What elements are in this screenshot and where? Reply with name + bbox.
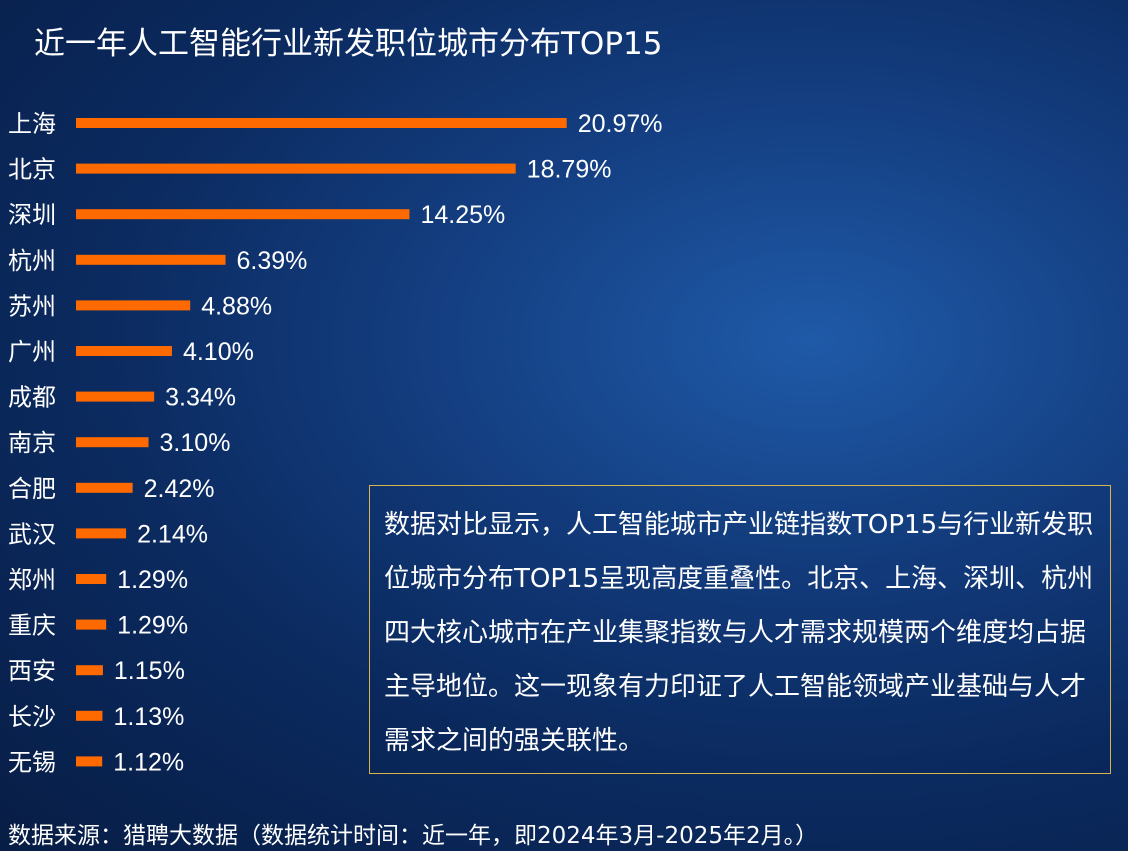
category-label: 深圳 — [8, 201, 56, 229]
category-label: 南京 — [8, 429, 56, 457]
data-label: 20.97% — [578, 110, 663, 138]
data-label: 18.79% — [527, 156, 612, 184]
data-label: 14.25% — [420, 201, 505, 229]
data-label: 2.42% — [144, 475, 215, 503]
category-label: 长沙 — [8, 703, 56, 731]
analysis-text: 数据对比显示，人工智能城市产业链指数TOP15与行业新发职位城市分布TOP15呈… — [384, 510, 1094, 756]
data-label: 1.15% — [114, 657, 185, 685]
data-label: 1.29% — [117, 566, 188, 594]
data-label: 1.12% — [113, 748, 184, 776]
bar — [76, 665, 103, 676]
data-label: 6.39% — [237, 247, 308, 275]
data-label: 3.10% — [160, 429, 231, 457]
category-label: 西安 — [8, 657, 56, 685]
bar — [76, 756, 103, 767]
category-label: 郑州 — [8, 566, 56, 594]
bar — [76, 619, 107, 630]
data-label: 4.10% — [183, 338, 254, 366]
category-label: 武汉 — [8, 520, 56, 548]
bar — [76, 528, 127, 539]
bar — [76, 710, 103, 721]
category-label: 无锡 — [8, 748, 56, 776]
data-label: 3.34% — [165, 384, 236, 412]
bar — [76, 391, 155, 402]
analysis-callout: 数据对比显示，人工智能城市产业链指数TOP15与行业新发职位城市分布TOP15呈… — [369, 485, 1111, 774]
category-label: 广州 — [8, 338, 56, 366]
bar — [76, 482, 133, 493]
category-label: 合肥 — [8, 475, 56, 503]
category-label: 杭州 — [8, 247, 56, 275]
data-label: 2.14% — [137, 520, 208, 548]
bar — [76, 346, 172, 356]
bar — [76, 118, 567, 128]
bar — [76, 209, 410, 220]
bar — [76, 254, 226, 265]
data-source-note: 数据来源：猎聘大数据（数据统计时间：近一年，即2024年3月-2025年2月。） — [8, 823, 819, 849]
category-label: 北京 — [8, 156, 56, 184]
bar — [76, 437, 149, 448]
category-label: 重庆 — [8, 612, 56, 640]
category-label: 苏州 — [8, 292, 56, 320]
bar — [76, 163, 516, 174]
data-label: 1.13% — [113, 703, 184, 731]
data-label: 4.88% — [201, 292, 272, 320]
data-label: 1.29% — [117, 612, 188, 640]
category-label: 成都 — [8, 384, 56, 412]
chart-title: 近一年人工智能行业新发职位城市分布TOP15 — [34, 26, 663, 62]
bar — [76, 574, 107, 584]
bar — [76, 300, 191, 311]
category-label: 上海 — [8, 110, 56, 138]
